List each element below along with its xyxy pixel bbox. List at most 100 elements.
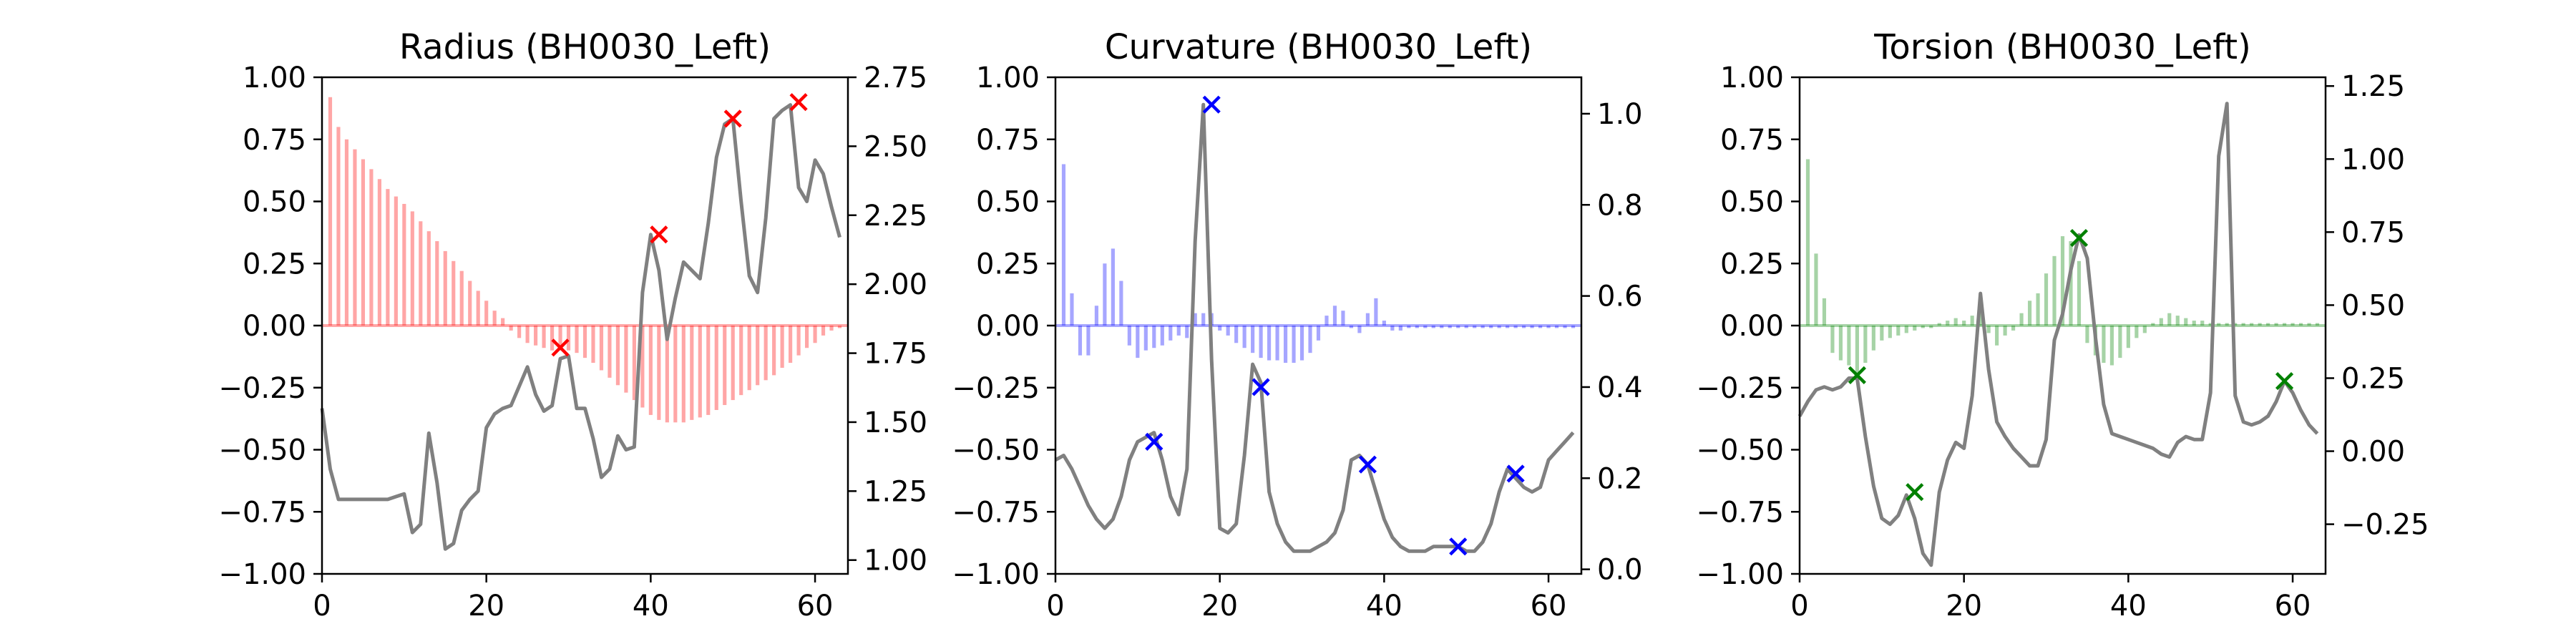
torsion-bar bbox=[2159, 318, 2163, 326]
torsion-bar bbox=[2200, 321, 2205, 326]
torsion-bar bbox=[2118, 326, 2122, 358]
curvature-bar bbox=[1530, 326, 1534, 328]
curvature-panel: Curvature (BH0030_Left) 0 20 40 601.000.750… bbox=[952, 27, 1642, 623]
radius-bar bbox=[476, 291, 480, 326]
radius-y2-tick-label: 1.75 bbox=[864, 338, 927, 371]
radius-y-tick-label: 0.25 bbox=[243, 248, 306, 280]
radius-bar bbox=[468, 280, 472, 326]
radius-y-tick-label: 0.75 bbox=[243, 124, 306, 157]
radius-bar bbox=[780, 326, 784, 368]
torsion-panel: Torsion (BH0030_Left) 0 20 40 60 1.00 0.75 0.5… bbox=[1696, 27, 2429, 623]
curvature-bar bbox=[1160, 326, 1164, 346]
curvature-bar bbox=[1365, 313, 1370, 326]
curvature-bar bbox=[1349, 326, 1354, 328]
torsion-bar bbox=[2208, 323, 2212, 326]
radius-bar bbox=[369, 169, 374, 326]
radius-bar bbox=[837, 326, 842, 328]
radius-bar bbox=[731, 326, 735, 401]
curvature-bar bbox=[1316, 326, 1321, 341]
torsion-peak-marker bbox=[2069, 228, 2089, 248]
radius-bar bbox=[419, 221, 423, 326]
curvature-peak-marker bbox=[1449, 537, 1468, 556]
torsion-bar bbox=[1830, 326, 1835, 353]
curvature-peak-marker bbox=[1358, 455, 1377, 474]
torsion-bar bbox=[2060, 236, 2065, 326]
curvature-bar bbox=[1283, 326, 1288, 364]
curvature-bar bbox=[1480, 326, 1485, 328]
torsion-bar bbox=[1962, 321, 1966, 326]
curvature-y-tick-label: −0.50 bbox=[952, 434, 1040, 467]
torsion-bar bbox=[2315, 323, 2320, 326]
curvature-bar bbox=[1464, 326, 1468, 328]
curvature-x-tick-label: 20 bbox=[1201, 590, 1238, 623]
torsion-markers bbox=[1848, 228, 2294, 502]
radius-series-line bbox=[320, 103, 841, 551]
torsion-y-tick-label: 0.75 bbox=[1720, 124, 1784, 157]
radius-bar bbox=[550, 326, 555, 351]
torsion-bar bbox=[2069, 241, 2073, 326]
torsion-bar bbox=[2052, 255, 2057, 326]
radius-bar bbox=[821, 326, 826, 336]
radius-bar bbox=[377, 179, 381, 326]
curvature-y-tick-label: 0.75 bbox=[976, 124, 1040, 157]
curvature-bar bbox=[1448, 326, 1452, 328]
radius-panel: Radius (BH0030_Left) 0 20 40 60 1.00 0.75 0.50… bbox=[218, 27, 927, 623]
radius-bar bbox=[657, 326, 661, 420]
radius-bar bbox=[435, 241, 439, 326]
curvature-bar bbox=[1275, 326, 1279, 361]
curvature-bar bbox=[1382, 321, 1386, 326]
torsion-y2-tick-label: 1.25 bbox=[2341, 70, 2405, 103]
torsion-y2-tick-label: 1.00 bbox=[2341, 143, 2405, 176]
radius-x-tick-label: 0 bbox=[313, 590, 331, 623]
torsion-bar bbox=[1995, 326, 1999, 346]
torsion-bar bbox=[2142, 326, 2147, 333]
torsion-bar bbox=[2233, 323, 2238, 326]
radius-bar bbox=[673, 326, 678, 423]
torsion-y-tick-label: −1.00 bbox=[1696, 558, 1784, 591]
torsion-bar bbox=[1805, 159, 1810, 326]
radius-axes: 0 20 40 60 1.00 0.75 0.50 0.25 0.00 −0.25 −0.50 −0.… bbox=[218, 62, 927, 623]
torsion-bar bbox=[1871, 326, 1875, 351]
torsion-bar bbox=[2167, 313, 2172, 326]
radius-bar bbox=[789, 326, 793, 364]
radius-bar bbox=[443, 250, 447, 326]
curvature-bar bbox=[1506, 326, 1510, 328]
radius-bar bbox=[566, 326, 571, 351]
curvature-bar bbox=[1324, 316, 1329, 326]
torsion-bar bbox=[2274, 323, 2278, 326]
radius-bar bbox=[452, 260, 456, 326]
radius-bar bbox=[615, 326, 620, 386]
torsion-title: Torsion (BH0030_Left) bbox=[1873, 27, 2251, 67]
torsion-bar bbox=[2151, 323, 2155, 326]
curvature-bar bbox=[1242, 326, 1246, 348]
torsion-bar bbox=[2011, 326, 2016, 331]
radius-bar bbox=[402, 203, 406, 326]
curvature-bar bbox=[1407, 326, 1411, 328]
torsion-bar bbox=[2019, 313, 2024, 326]
radius-bar bbox=[665, 326, 669, 423]
radius-bar bbox=[336, 127, 341, 326]
torsion-y2-tick-label: 0.75 bbox=[2341, 216, 2405, 249]
curvature-bar bbox=[1423, 326, 1428, 328]
radius-bar bbox=[706, 326, 711, 415]
curvature-peak-marker bbox=[1252, 378, 1270, 396]
curvature-axes: 0 20 40 60 1.00 0.75 0.50 0.25 0.00 −0.25 −0.50 −0.… bbox=[952, 62, 1642, 623]
torsion-x-tick-label: 60 bbox=[2275, 590, 2311, 623]
curvature-bar bbox=[1267, 326, 1272, 361]
torsion-bar bbox=[2266, 323, 2270, 326]
curvature-bar bbox=[1094, 306, 1099, 326]
torsion-bar bbox=[1953, 318, 1958, 326]
radius-bar bbox=[426, 231, 431, 326]
curvature-bar bbox=[1111, 248, 1115, 326]
radius-y-tick-label: −0.50 bbox=[218, 434, 306, 467]
curvature-bar bbox=[1201, 313, 1206, 326]
torsion-bar bbox=[1929, 326, 1933, 328]
curvature-x-tick-label: 0 bbox=[1046, 590, 1064, 623]
radius-bar bbox=[582, 326, 587, 358]
curvature-peak-marker bbox=[1145, 432, 1163, 451]
curvature-bar bbox=[1226, 326, 1230, 336]
curvature-bar bbox=[1292, 326, 1296, 364]
curvature-bar bbox=[1341, 311, 1345, 326]
curvature-y-tick-label: −0.25 bbox=[952, 372, 1040, 405]
